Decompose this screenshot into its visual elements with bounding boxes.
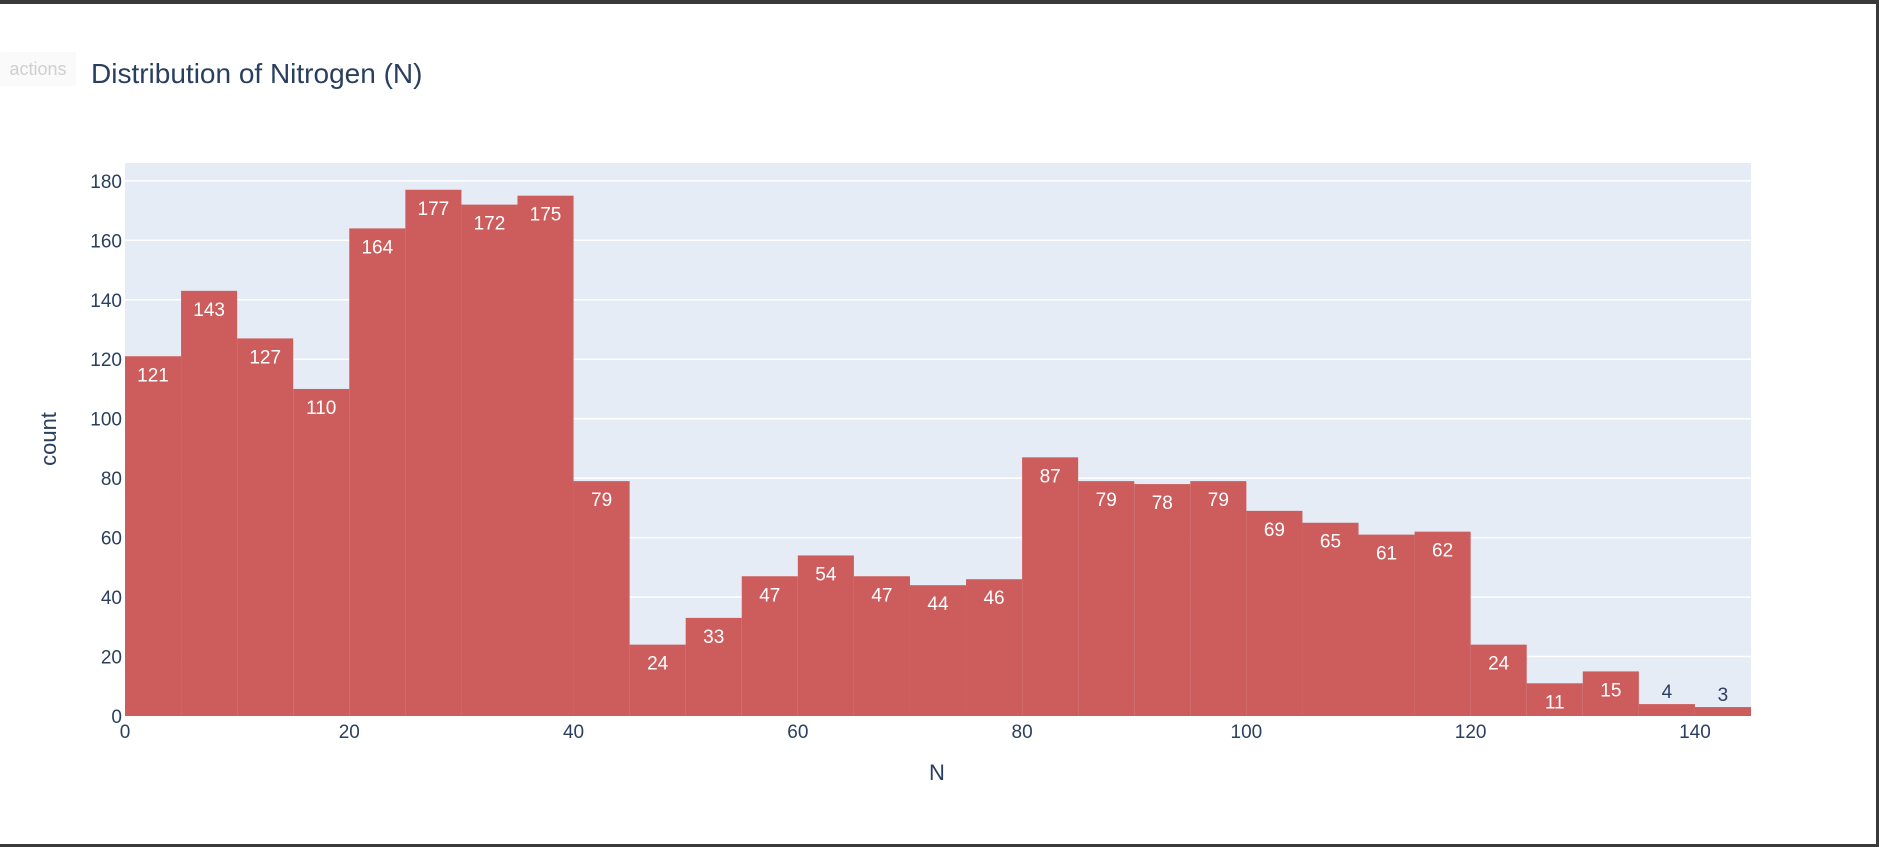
- histogram-bar: [966, 579, 1023, 716]
- histogram-bar: [405, 189, 462, 717]
- x-axis-title: N: [929, 760, 945, 785]
- bar-value-label: 127: [249, 347, 281, 368]
- y-axis-title: count: [36, 412, 61, 466]
- bar-value-label: 172: [474, 214, 506, 235]
- histogram-bar: [1638, 704, 1695, 716]
- bar-value-label: 65: [1320, 532, 1341, 553]
- y-tick-label: 20: [101, 648, 122, 669]
- histogram-bar: [853, 576, 910, 716]
- bar-value-label: 46: [983, 588, 1004, 609]
- histogram-bar: [181, 290, 238, 716]
- bar-value-label: 62: [1432, 541, 1453, 562]
- bar-value-label: 69: [1264, 520, 1285, 541]
- histogram-bar: [1022, 457, 1079, 716]
- bar-value-label: 164: [361, 237, 393, 258]
- histogram-bar: [1414, 531, 1471, 716]
- bar-value-label: 78: [1152, 493, 1173, 514]
- histogram-bar: [349, 228, 406, 716]
- x-tick-label: 120: [1455, 722, 1487, 743]
- histogram-bar: [685, 617, 742, 716]
- histogram-bar: [517, 195, 574, 717]
- bar-value-label: 79: [1208, 490, 1229, 511]
- x-tick-label: 40: [563, 722, 584, 743]
- histogram-bar: [573, 481, 630, 716]
- x-tick-label: 20: [339, 722, 360, 743]
- bar-value-label: 61: [1376, 544, 1397, 565]
- y-tick-label: 160: [90, 231, 122, 252]
- bar-value-label: 24: [1488, 654, 1510, 675]
- x-tick-label: 140: [1679, 722, 1711, 743]
- chart-title: Distribution of Nitrogen (N): [91, 58, 422, 89]
- histogram-bar: [1358, 534, 1415, 716]
- histogram-bar: [1190, 481, 1247, 716]
- bar-value-label: 47: [759, 585, 780, 606]
- y-tick-label: 180: [90, 172, 122, 193]
- bar-value-label: 175: [530, 205, 562, 226]
- bar-value-label: 110: [306, 398, 336, 419]
- y-tick-label: 80: [101, 469, 122, 490]
- x-axis-ticks: 0 20 40 60 80 100 120 140: [120, 722, 1711, 743]
- x-tick-label: 100: [1231, 722, 1263, 743]
- bar-value-label: 54: [815, 564, 837, 585]
- bar-value-label: 87: [1040, 466, 1061, 487]
- bar-value-label: 33: [703, 627, 724, 648]
- x-tick-label: 60: [787, 722, 808, 743]
- histogram-bar: [741, 576, 798, 716]
- histogram-bar: [1246, 510, 1303, 716]
- histogram-bar: [1694, 707, 1751, 716]
- histogram-bar: [461, 204, 518, 716]
- histogram-bar: [629, 644, 686, 716]
- bar-value-label: 121: [137, 365, 169, 386]
- bar-value-label: 11: [1545, 692, 1565, 713]
- bar-value-label: 24: [647, 654, 669, 675]
- x-tick-label: 0: [120, 722, 131, 743]
- histogram-bar: [1526, 683, 1583, 716]
- histogram-bar: [1470, 644, 1527, 716]
- histogram-bar: [1302, 522, 1359, 716]
- bar-value-label: 143: [193, 300, 225, 321]
- y-tick-label: 40: [101, 588, 122, 609]
- bar-value-label: 47: [871, 585, 892, 606]
- histogram-bar: [293, 388, 350, 716]
- y-axis-ticks: 0 20 40 60 80 100 120 140 160 180: [90, 172, 122, 728]
- bars-group: [125, 189, 1751, 717]
- bar-value-label: 79: [591, 490, 612, 511]
- y-tick-label: 60: [101, 529, 122, 550]
- histogram-bar: [1134, 484, 1191, 716]
- y-tick-label: 120: [90, 350, 122, 371]
- bar-value-label: 3: [1718, 685, 1729, 706]
- y-tick-label: 140: [90, 291, 122, 312]
- histogram-bar: [797, 555, 854, 716]
- histogram-bar: [237, 338, 294, 716]
- bar-value-label: 44: [927, 594, 949, 615]
- actions-button[interactable]: actions: [0, 52, 76, 86]
- x-tick-label: 80: [1012, 722, 1033, 743]
- histogram-bar: [1078, 481, 1135, 716]
- histogram-bar: [909, 585, 967, 716]
- histogram-bar: [125, 356, 182, 716]
- y-tick-label: 100: [90, 410, 122, 431]
- bar-value-label: 79: [1096, 490, 1117, 511]
- histogram-bar: [1582, 671, 1639, 716]
- bar-value-label: 4: [1662, 682, 1673, 703]
- bar-value-label: 177: [418, 199, 450, 220]
- y-tick-label: 0: [111, 707, 122, 728]
- bar-value-label: 15: [1600, 680, 1621, 701]
